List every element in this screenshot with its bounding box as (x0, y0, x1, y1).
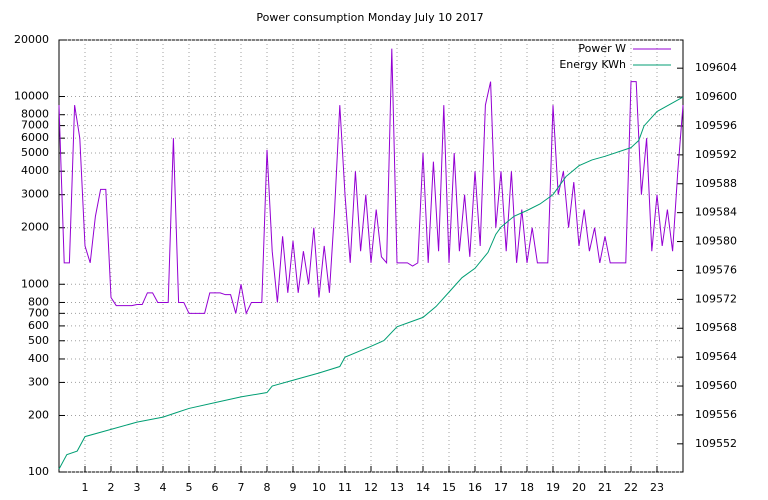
x-tick-label: 21 (598, 481, 612, 494)
y2-tick-label: 109568 (695, 321, 737, 334)
x-tick-label: 19 (546, 481, 560, 494)
x-tick-label: 15 (442, 481, 456, 494)
x-tick-label: 11 (338, 481, 352, 494)
y2-tick-label: 109576 (695, 263, 737, 276)
x-tick-label: 7 (238, 481, 245, 494)
y-tick-label: 300 (28, 375, 49, 388)
y-tick-label: 4000 (21, 164, 49, 177)
y2-tick-label: 109580 (695, 235, 737, 248)
chart-title: Power consumption Monday July 10 2017 (256, 11, 483, 24)
x-tick-label: 8 (264, 481, 271, 494)
y-tick-label: 8000 (21, 108, 49, 121)
y-tick-label: 100 (28, 465, 49, 478)
x-tick-label: 10 (312, 481, 326, 494)
y-tick-label: 5000 (21, 146, 49, 159)
x-tick-label: 5 (186, 481, 193, 494)
x-tick-label: 23 (650, 481, 664, 494)
x-tick-label: 6 (212, 481, 219, 494)
y-tick-label: 500 (28, 334, 49, 347)
x-tick-label: 12 (364, 481, 378, 494)
x-tick-label: 18 (520, 481, 534, 494)
x-tick-label: 3 (134, 481, 141, 494)
y-tick-label: 3000 (21, 188, 49, 201)
x-tick-label: 9 (290, 481, 297, 494)
y2-tick-label: 109556 (695, 408, 737, 421)
y2-tick-label: 109572 (695, 292, 737, 305)
y2-tick-label: 109552 (695, 437, 737, 450)
y-tick-label: 7000 (21, 119, 49, 132)
y2-tick-label: 109600 (695, 90, 737, 103)
y-tick-label: 200 (28, 408, 49, 421)
x-tick-label: 4 (160, 481, 167, 494)
y-tick-label: 6000 (21, 131, 49, 144)
y-tick-label: 10000 (14, 90, 49, 103)
y-tick-label: 1000 (21, 277, 49, 290)
series-line (58, 48, 684, 315)
y2-tick-label: 109604 (695, 61, 737, 74)
series-line (58, 96, 684, 470)
y2-tick-label: 109596 (695, 119, 737, 132)
y2-tick-label: 109564 (695, 350, 737, 363)
y-tick-label: 800 (28, 295, 49, 308)
x-tick-label: 2 (108, 481, 115, 494)
y2-tick-label: 109592 (695, 148, 737, 161)
y-tick-label: 20000 (14, 33, 49, 46)
x-tick-label: 20 (572, 481, 586, 494)
x-tick-label: 1 (82, 481, 89, 494)
y2-tick-label: 109588 (695, 177, 737, 190)
y2-tick-label: 109584 (695, 206, 737, 219)
y-tick-label: 600 (28, 319, 49, 332)
x-tick-label: 17 (494, 481, 508, 494)
x-tick-label: 13 (390, 481, 404, 494)
y-tick-label: 2000 (21, 221, 49, 234)
legend-label: Power W (578, 42, 626, 55)
x-tick-label: 22 (624, 481, 638, 494)
y-tick-label: 700 (28, 306, 49, 319)
y2-tick-label: 109560 (695, 379, 737, 392)
x-tick-label: 16 (468, 481, 482, 494)
x-tick-label: 14 (416, 481, 430, 494)
y-tick-label: 400 (28, 352, 49, 365)
legend-label: Energy KWh (559, 58, 626, 71)
